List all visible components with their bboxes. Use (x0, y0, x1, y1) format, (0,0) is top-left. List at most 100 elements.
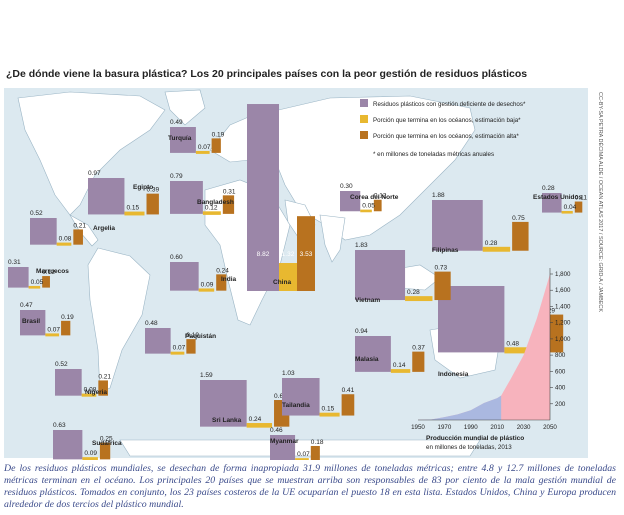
bar-china-mismanaged (247, 104, 279, 292)
value-nigeria-low: 0.08 (84, 387, 97, 394)
label-estados-unidos: Estados Unidos (533, 194, 583, 201)
value-turquía-mismanaged: 0.49 (170, 119, 183, 126)
value-egipto-high: 0.39 (147, 187, 160, 194)
value-argelia-high: 0.21 (73, 222, 86, 229)
value-sri-lanka-low: 0.24 (249, 416, 262, 423)
label-sri-lanka: Sri Lanka (212, 417, 242, 424)
value-marruecos-high: 0.12 (42, 269, 55, 276)
label-turquía: Turquía (168, 135, 192, 142)
bar-india-mismanaged (170, 262, 199, 291)
label-filipinas: Filipinas (432, 247, 459, 254)
label-indonesia: Indonesia (438, 371, 469, 378)
value-filipinas-mismanaged: 1.88 (432, 192, 445, 199)
bar-tailandia-mismanaged (282, 378, 320, 416)
legend-swatch-1 (360, 99, 368, 107)
value-china-low: 1.32 (282, 251, 295, 258)
bar-sudáfrica-mismanaged (53, 430, 83, 460)
value-argelia-mismanaged: 0.52 (30, 210, 43, 217)
label-china: China (273, 279, 291, 286)
label-myanmar: Myanmar (270, 438, 299, 445)
bar-argelia-mismanaged (30, 218, 57, 245)
inset-x-tick-1990: 1990 (464, 424, 478, 431)
bar-marruecos-low (28, 285, 41, 289)
value-china-mismanaged: 8.82 (257, 251, 270, 258)
bar-filipinas-high (512, 221, 529, 251)
bar-sudáfrica-high (99, 442, 111, 460)
legend-item-2: Porción que termina en los océanos, esti… (373, 117, 521, 124)
value-sudáfrica-mismanaged: 0.63 (53, 422, 66, 429)
value-sri-lanka-high: 0.64 (274, 393, 287, 400)
value-estados-unidos-low: 0.04 (564, 204, 577, 211)
bar-myanmar-mismanaged (270, 435, 296, 460)
value-vietnam-low: 0.28 (407, 289, 420, 296)
land-south-america (87, 247, 151, 393)
legend-item-1: Residuos plásticos con gestión deficient… (373, 101, 526, 108)
bar-china-high (297, 216, 315, 291)
bar-bangladesh-high (222, 195, 235, 214)
inset-x-tick-1950: 1950 (411, 424, 425, 431)
value-turquía-high: 0.19 (212, 131, 225, 138)
bar-filipinas-mismanaged (432, 200, 483, 251)
bar-corea-del-norte-low (360, 209, 372, 213)
value-tailandia-high: 0.41 (342, 387, 355, 394)
inset-subtitle: en millones de toneladas, 2013 (426, 444, 512, 451)
inset-y-tick-200: 200 (555, 401, 566, 408)
bar-sri-lanka-mismanaged (200, 380, 247, 427)
bar-paquistán-mismanaged (145, 328, 171, 354)
bar-corea-del-norte-mismanaged (340, 191, 361, 212)
bar-myanmar-high (310, 445, 320, 460)
bar-myanmar-low (295, 458, 309, 460)
bar-malasia-low (390, 369, 411, 373)
bar-vietnam-high (434, 271, 451, 301)
label-malasia: Malasia (355, 356, 379, 363)
label-marruecos: Marruecos (36, 268, 69, 275)
inset-y-tick-1800: 1,800 (555, 271, 571, 278)
value-india-mismanaged: 0.60 (170, 254, 183, 261)
value-malasia-low: 0.14 (393, 362, 406, 369)
bar-nigeria-mismanaged (55, 369, 82, 396)
page-title: ¿De dónde viene la basura plástica? Los … (6, 68, 528, 80)
bar-malasia-high (412, 351, 425, 372)
bar-nigeria-low (81, 393, 97, 397)
value-paquistán-mismanaged: 0.48 (145, 320, 158, 327)
value-bangladesh-low: 0.12 (205, 204, 218, 211)
inset-area-historic (418, 395, 502, 420)
bar-malasia-mismanaged (355, 336, 391, 372)
value-argelia-low: 0.08 (59, 236, 72, 243)
bar-tailandia-high (341, 394, 355, 416)
bar-vietnam-mismanaged (355, 250, 406, 301)
value-china-high: 3.53 (300, 251, 313, 258)
bar-marruecos-mismanaged (8, 267, 29, 288)
bar-turquía-high (211, 138, 221, 153)
bar-bangladesh-mismanaged (170, 181, 203, 214)
bar-egipto-high (146, 193, 159, 215)
inset-y-tick-600: 600 (555, 368, 566, 375)
value-sudáfrica-high: 0.25 (100, 436, 113, 443)
value-nigeria-mismanaged: 0.52 (55, 361, 68, 368)
inset-y-tick-1600: 1,600 (555, 287, 571, 294)
bar-india-high (216, 274, 227, 291)
bar-marruecos-high (42, 276, 50, 288)
bar-estados-unidos-low (561, 210, 573, 214)
label-india: India (221, 276, 237, 283)
value-sudáfrica-low: 0.09 (84, 450, 97, 457)
value-marruecos-mismanaged: 0.31 (8, 259, 21, 266)
value-corea-del-norte-high: 0.12 (374, 193, 387, 200)
value-estados-unidos-high: 0.11 (575, 195, 588, 202)
value-tailandia-mismanaged: 1.03 (282, 370, 295, 377)
value-brasil-high: 0.19 (61, 314, 74, 321)
label-vietnam: Vietnam (355, 297, 380, 304)
land-north-america (17, 91, 166, 216)
label-argelia: Argelia (93, 225, 115, 232)
value-egipto-low: 0.15 (126, 205, 139, 212)
bar-brasil-mismanaged (20, 310, 46, 336)
bar-turquía-mismanaged (170, 127, 196, 153)
legend-swatch-3 (360, 131, 368, 139)
bar-tailandia-low (319, 412, 340, 417)
value-filipinas-low: 0.28 (485, 240, 498, 247)
inset-x-tick-1970: 1970 (438, 424, 452, 431)
bar-estados-unidos-high (574, 201, 583, 213)
bar-argelia-low (56, 242, 72, 246)
value-india-high: 0.24 (216, 267, 229, 274)
